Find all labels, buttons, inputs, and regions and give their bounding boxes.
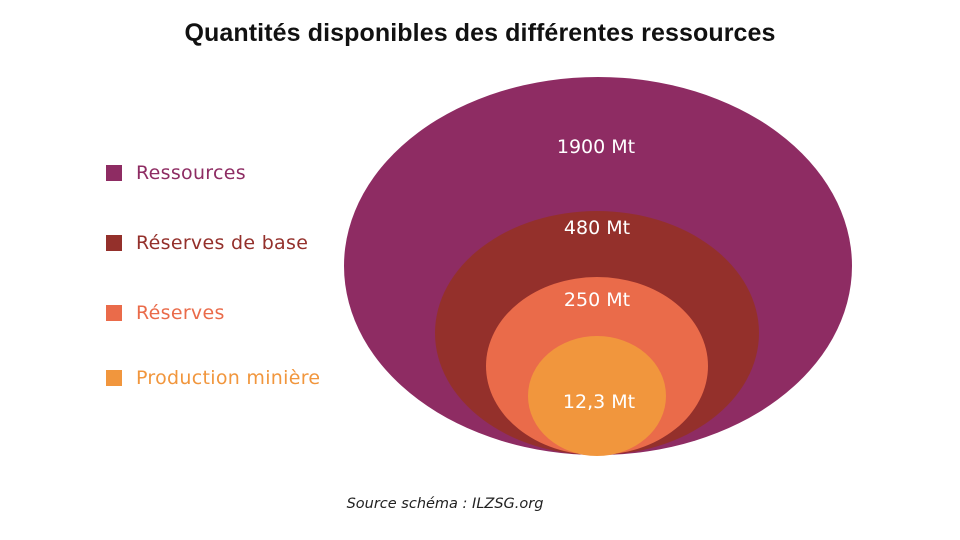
legend-item-ressources: Ressources bbox=[106, 162, 246, 184]
legend-item-reserves: Réserves bbox=[106, 302, 225, 324]
legend-label-ressources: Ressources bbox=[136, 162, 246, 184]
legend-swatch-reserves-de-base bbox=[106, 235, 122, 251]
page-title: Quantités disponibles des différentes re… bbox=[184, 19, 776, 47]
ellipse-production-miniere bbox=[528, 336, 666, 456]
legend-label-production-miniere: Production minière bbox=[136, 367, 321, 389]
source-caption: Source schéma : ILZSG.org bbox=[346, 496, 544, 512]
value-label-production-miniere: 12,3 Mt bbox=[563, 391, 635, 413]
legend-swatch-reserves bbox=[106, 305, 122, 321]
legend-label-reserves: Réserves bbox=[136, 302, 225, 324]
legend-item-production-miniere: Production minière bbox=[106, 367, 320, 389]
value-label-reserves: 250 Mt bbox=[564, 289, 630, 311]
legend-label-reserves-de-base: Réserves de base bbox=[136, 232, 309, 254]
legend-item-reserves-de-base: Réserves de base bbox=[106, 232, 308, 254]
legend-swatch-production-miniere bbox=[106, 370, 122, 386]
legend-swatch-ressources bbox=[106, 165, 122, 181]
value-label-ressources: 1900 Mt bbox=[557, 136, 635, 158]
value-label-reserves-de-base: 480 Mt bbox=[564, 217, 630, 239]
